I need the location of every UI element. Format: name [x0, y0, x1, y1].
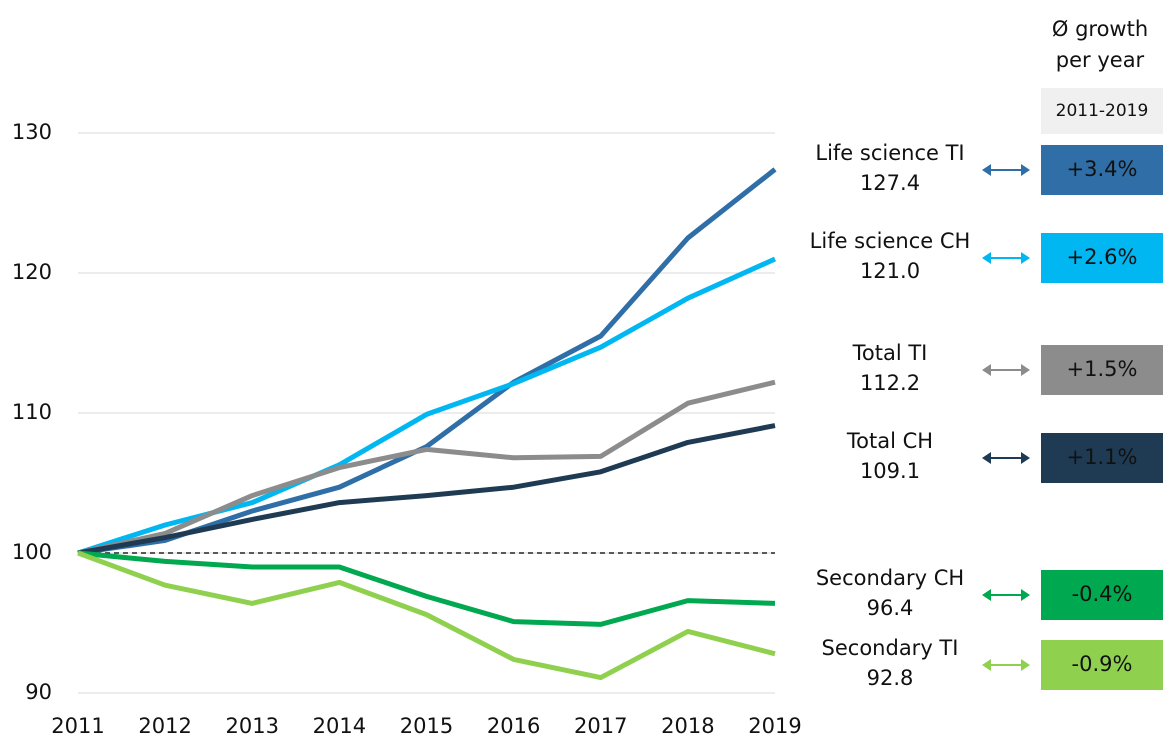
x-tick-label: 2013 [226, 714, 279, 738]
series-line [77, 550, 776, 681]
y-tick-label: 130 [12, 120, 52, 144]
series-line [77, 379, 776, 556]
series-line [77, 423, 776, 556]
growth-box [1041, 145, 1163, 195]
series-name: Secondary TI [822, 636, 959, 660]
series-end-value: 109.1 [860, 459, 920, 483]
growth-label: +1.5% [1067, 357, 1138, 381]
series-name: Life science CH [810, 229, 971, 253]
x-tick-label: 2012 [138, 714, 191, 738]
y-tick-label: 120 [12, 260, 52, 284]
series-end-value: 112.2 [860, 371, 920, 395]
series-name: Life science TI [815, 141, 964, 165]
x-tick-label: 2016 [487, 714, 540, 738]
growth-box [1041, 345, 1163, 395]
x-tick-label: 2011 [51, 714, 104, 738]
series-end-value: 121.0 [860, 259, 920, 283]
x-tick-label: 2017 [574, 714, 627, 738]
series-name: Total TI [852, 341, 928, 365]
growth-box [1041, 233, 1163, 283]
series-name: Total CH [846, 429, 933, 453]
series-end-value: 92.8 [867, 666, 914, 690]
series-name: Secondary CH [816, 566, 964, 590]
series-line [77, 256, 777, 556]
growth-period: 2011-2019 [1056, 101, 1149, 121]
growth-header: Ø growth [1052, 17, 1148, 41]
y-tick-label: 100 [12, 540, 52, 564]
growth-label: +3.4% [1067, 157, 1138, 181]
series-line [77, 550, 776, 627]
growth-label: -0.9% [1072, 652, 1133, 676]
x-tick-label: 2014 [313, 714, 366, 738]
y-tick-label: 110 [12, 400, 52, 424]
growth-header: per year [1056, 48, 1145, 72]
growth-box [1041, 433, 1163, 483]
period-box [1041, 88, 1163, 134]
growth-box [1041, 640, 1163, 690]
x-tick-label: 2018 [661, 714, 714, 738]
x-tick-label: 2015 [400, 714, 453, 738]
series-end-value: 96.4 [867, 596, 914, 620]
y-tick-label: 90 [25, 680, 52, 704]
growth-label: +2.6% [1067, 245, 1138, 269]
growth-label: -0.4% [1072, 582, 1133, 606]
growth-label: +1.1% [1067, 445, 1138, 469]
x-tick-label: 2019 [748, 714, 801, 738]
series-end-value: 127.4 [860, 171, 920, 195]
growth-box [1041, 570, 1163, 620]
